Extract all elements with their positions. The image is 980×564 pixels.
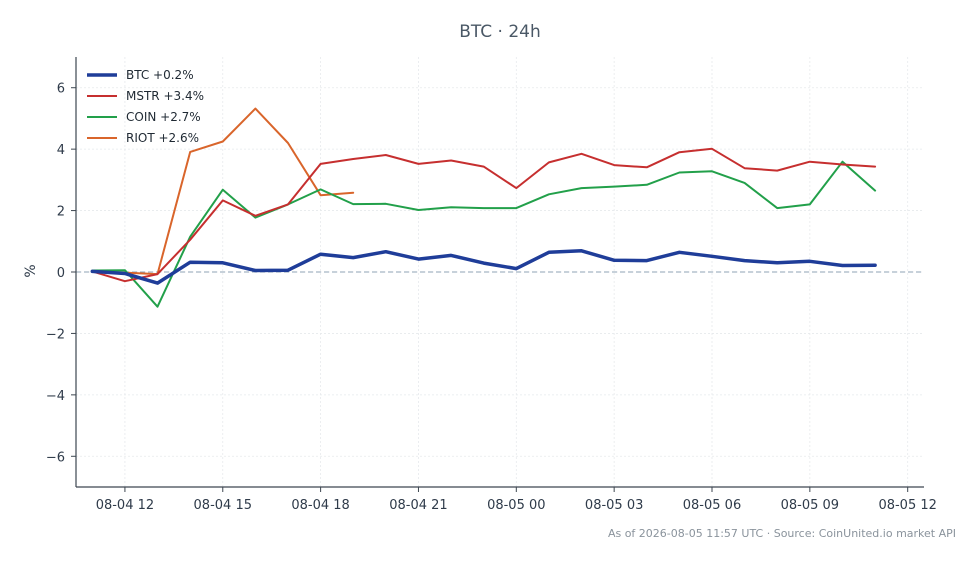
- source-note: As of 2026-08-05 11:57 UTC · Source: Coi…: [608, 527, 956, 540]
- y-tick-label-6: 6: [57, 82, 65, 97]
- x-axis-ticks: 08-04 12 08-04 15 08-04 18 08-04 21 08-05 00…: [96, 487, 937, 513]
- x-tick-label-2: 08-04 18: [291, 498, 349, 513]
- legend-label-coin: COIN +2.7%: [126, 110, 201, 124]
- y-axis-ticks: −6 −4 −2 0 2 4 6: [46, 82, 76, 465]
- x-tick-label-8: 08-05 12: [878, 498, 936, 513]
- x-tick-label-4: 08-05 00: [487, 498, 545, 513]
- y-axis-label: %: [23, 264, 39, 277]
- x-tick-label-5: 08-05 03: [585, 498, 643, 513]
- x-tick-label-3: 08-04 21: [389, 498, 447, 513]
- x-tick-label-1: 08-04 15: [194, 498, 252, 513]
- series-line-btc: [90, 249, 877, 285]
- y-tick-label-4: 2: [57, 205, 65, 220]
- y-tick-label-3: 0: [57, 266, 65, 281]
- legend-label-riot: RIOT +2.6%: [126, 131, 199, 145]
- legend-label-mstr: MSTR +3.4%: [126, 89, 204, 103]
- series-lines: [90, 107, 877, 308]
- series-line-coin: [91, 160, 877, 308]
- x-tick-label-7: 08-05 09: [781, 498, 839, 513]
- chart-title: BTC · 24h: [459, 22, 541, 42]
- y-tick-label-0: −6: [46, 450, 65, 465]
- y-tick-label-1: −4: [46, 389, 65, 404]
- y-tick-label-2: −2: [46, 327, 65, 342]
- y-tick-label-5: 4: [57, 143, 65, 158]
- x-tick-label-0: 08-04 12: [96, 498, 154, 513]
- legend-label-btc: BTC +0.2%: [126, 68, 194, 82]
- legend: BTC +0.2% MSTR +3.4% COIN +2.7% RIOT +2.6%: [87, 68, 204, 145]
- x-tick-label-6: 08-05 06: [683, 498, 741, 513]
- series-line-mstr: [91, 147, 877, 283]
